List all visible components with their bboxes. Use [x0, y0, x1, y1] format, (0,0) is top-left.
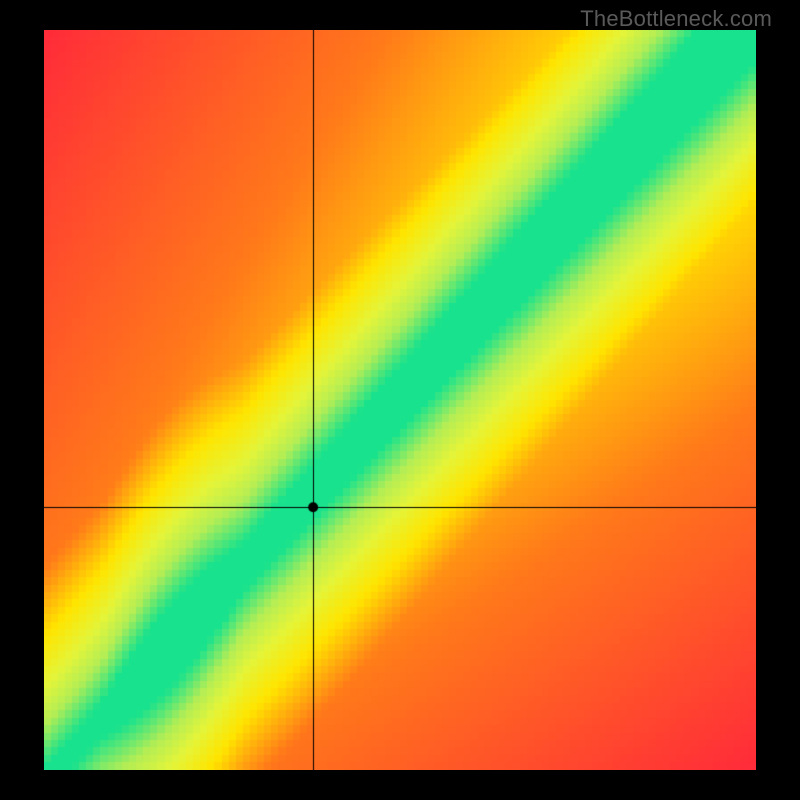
bottleneck-heatmap — [44, 30, 756, 770]
chart-container: TheBottleneck.com — [0, 0, 800, 800]
watermark-text: TheBottleneck.com — [580, 6, 772, 32]
